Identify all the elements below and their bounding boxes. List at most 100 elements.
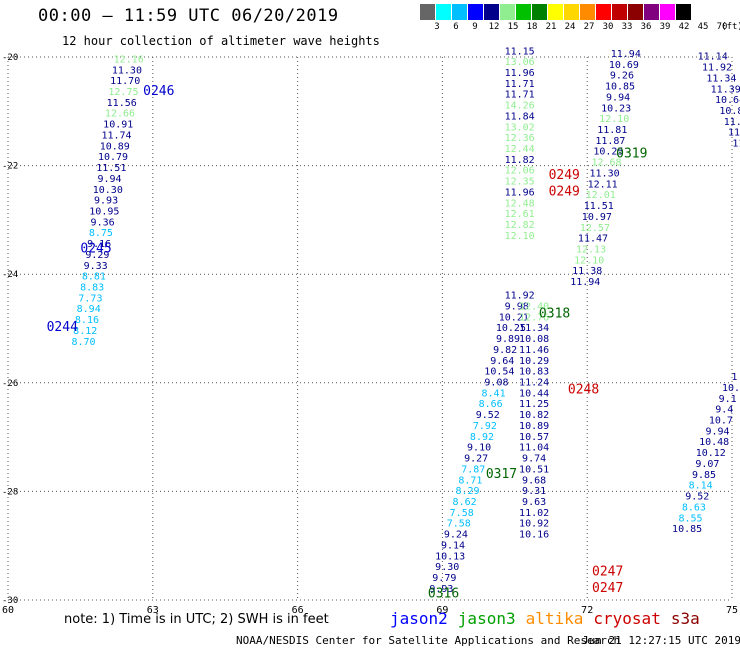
legend-swatch xyxy=(596,4,612,20)
map-subtitle: 12 hour collection of altimeter wave hei… xyxy=(62,34,380,48)
wave-height-value: 10.92 xyxy=(519,519,549,530)
wave-height-value: 10.21 xyxy=(499,312,529,323)
wave-height-value: 9.16 xyxy=(87,239,111,250)
wave-height-value: 9.94 xyxy=(606,92,630,103)
color-legend xyxy=(420,4,692,20)
wave-height-value: 9.68 xyxy=(522,475,546,486)
wave-height-value: 11.24 xyxy=(519,378,549,389)
legend-swatch xyxy=(532,4,548,20)
wave-height-value: 11.04 xyxy=(519,443,549,454)
wave-height-value: 10.16 xyxy=(519,530,549,541)
legend-label: 9 xyxy=(472,22,478,32)
wave-height-value: 12.61 xyxy=(505,209,535,220)
legend-label: 6 xyxy=(453,22,459,32)
legend-label: 27 xyxy=(583,22,595,32)
legend-unit: (ft) xyxy=(721,22,740,32)
wave-height-value: 9.79 xyxy=(432,573,456,584)
wave-height-value: 11.82 xyxy=(505,155,535,166)
wave-height-value: 11.71 xyxy=(505,79,535,90)
wave-height-value: 10.48 xyxy=(699,437,729,448)
wave-height-value: 9.07 xyxy=(695,459,719,470)
legend-label: 21 xyxy=(545,22,557,32)
wave-height-value: 8.66 xyxy=(479,399,503,410)
wave-height-value: 9.30 xyxy=(435,562,459,573)
wave-height-value: 11.39 xyxy=(711,84,740,95)
wave-height-value: 12.44 xyxy=(505,144,535,155)
wave-height-value: 10.51 xyxy=(519,464,549,475)
wave-height-value: 9.94 xyxy=(98,174,122,185)
wave-height-value: 11.94 xyxy=(611,49,641,60)
wave-height-value: 11.51 xyxy=(96,163,126,174)
legend-swatch xyxy=(580,4,596,20)
wave-height-value: 11.84 xyxy=(505,111,535,122)
legend-swatch xyxy=(564,4,580,20)
wave-height-value: 9.93 xyxy=(94,196,118,207)
wave-height-value: 11.30 xyxy=(112,65,142,76)
track-label: 0249 xyxy=(549,168,580,183)
legend-swatch xyxy=(516,4,532,20)
wave-height-value: 9.08 xyxy=(484,378,508,389)
wave-height-value: 9.52 xyxy=(476,410,500,421)
wave-height-value: 10.57 xyxy=(519,432,549,443)
wave-height-value: 11.46 xyxy=(519,345,549,356)
wave-height-value: 12.10 xyxy=(505,231,535,242)
wave-height-value: 10.23 xyxy=(601,103,631,114)
wave-height-value: 11.51 xyxy=(584,201,614,212)
lon-tick-label: 72 xyxy=(581,605,593,616)
wave-height-value: 8.70 xyxy=(71,337,95,348)
satellite-name: jason3 xyxy=(457,609,516,628)
wave-height-value: 10.25 xyxy=(593,147,623,158)
wave-height-value: 12.57 xyxy=(580,223,610,234)
note-text: note: 1) Time is in UTC; 2) SWH is in fe… xyxy=(64,612,329,627)
legend-swatch xyxy=(628,4,644,20)
wave-height-value: 1 xyxy=(731,372,737,383)
wave-height-value: 8.14 xyxy=(689,481,713,492)
track-label: 0245 xyxy=(80,241,111,256)
wave-height-value: 10.25 xyxy=(496,323,526,334)
lon-tick-label: 66 xyxy=(292,605,304,616)
wave-height-value: 12.36 xyxy=(505,133,535,144)
satellite-name: jason2 xyxy=(390,609,448,628)
wave-height-value: 9.82 xyxy=(493,345,517,356)
legend-label: 36 xyxy=(640,22,652,32)
satellite-name: altika xyxy=(525,609,584,628)
legend-swatch xyxy=(468,4,484,20)
wave-height-value: 10.85 xyxy=(605,82,635,93)
wave-height-value: 10.12 xyxy=(696,448,726,459)
wave-height-value: 9.31 xyxy=(522,486,546,497)
satellite-legend: jason2 jason3 altika cryosat s3a xyxy=(390,609,710,628)
wave-height-value: 11.96 xyxy=(505,187,535,198)
legend-label: 42 xyxy=(678,22,690,32)
wave-height-value: 11.56 xyxy=(107,98,137,109)
wave-height-value: 11.96 xyxy=(505,68,535,79)
wave-height-value: 12.11 xyxy=(588,179,618,190)
wave-height-value: 9.14 xyxy=(441,540,465,551)
legend-label: 12 xyxy=(488,22,500,32)
wave-height-value: 10.13 xyxy=(435,551,465,562)
lon-tick-label: 75 xyxy=(726,605,738,616)
wave-height-value: 11.87 xyxy=(595,136,625,147)
legend-swatch xyxy=(452,4,468,20)
legend-swatch xyxy=(500,4,516,20)
wave-height-value: 11.94 xyxy=(570,277,600,288)
wave-height-value: 8.94 xyxy=(77,304,101,315)
footer-credit: NOAA/NESDIS Center for Satellite Applica… xyxy=(236,634,621,647)
lat-tick-label: -24 xyxy=(2,270,18,280)
wave-height-value: 12.40 xyxy=(519,301,549,312)
wave-height-value: 10.7 xyxy=(709,416,733,427)
wave-height-value: 9.52 xyxy=(685,492,709,503)
wave-height-value: 12.76 xyxy=(519,312,549,323)
wave-height-value: 9.89 xyxy=(496,334,520,345)
wave-height-value: 13.02 xyxy=(505,122,535,133)
wave-height-value: 8.55 xyxy=(678,513,702,524)
wave-height-value: 10.89 xyxy=(100,141,130,152)
satellite-name: cryosat xyxy=(593,609,661,628)
legend-label: 24 xyxy=(564,22,576,32)
wave-height-value: 8.83 xyxy=(80,282,104,293)
wave-height-value: 11.92 xyxy=(505,291,535,302)
wave-height-value: 8.16 xyxy=(75,315,99,326)
wave-height-value: 11.30 xyxy=(590,168,620,179)
wave-height-value: 10.85 xyxy=(672,524,702,535)
legend-label: 15 xyxy=(507,22,519,32)
